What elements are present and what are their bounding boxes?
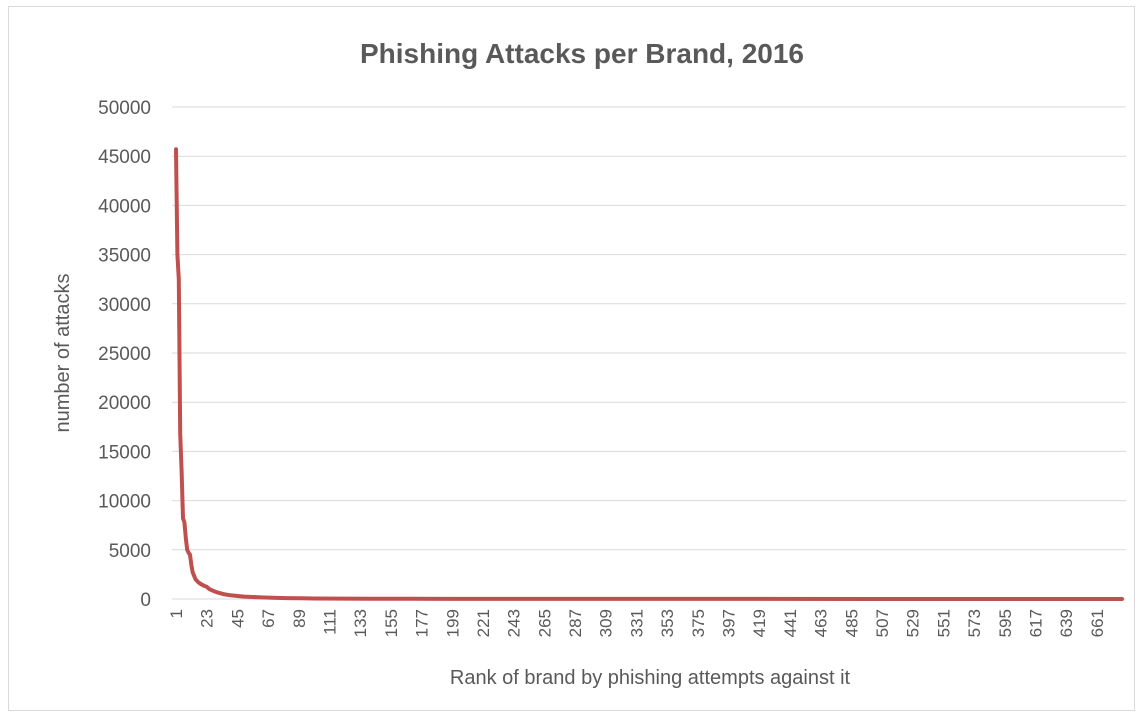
x-axis-label: Rank of brand by phishing attempts again… xyxy=(450,667,851,689)
y-tick-label: 30000 xyxy=(98,295,151,316)
x-tick-label: 265 xyxy=(535,609,554,637)
y-tick-label: 10000 xyxy=(98,492,151,513)
y-tick-label: 15000 xyxy=(98,442,151,463)
x-tick-label: 45 xyxy=(228,609,247,628)
y-tick-label: 5000 xyxy=(109,541,151,562)
x-axis-ticks: 1 23 45 67 89 111 133 155 177 199 221 243 265 287 309 3… xyxy=(167,609,1107,637)
x-tick-label: 67 xyxy=(259,609,278,628)
x-tick-label: 221 xyxy=(474,609,493,637)
x-tick-label: 353 xyxy=(658,609,677,637)
x-tick-label: 639 xyxy=(1057,609,1076,637)
y-tick-label: 20000 xyxy=(98,393,151,414)
x-tick-label: 485 xyxy=(842,609,861,637)
y-tick-label: 25000 xyxy=(98,344,151,365)
x-tick-label: 463 xyxy=(812,609,831,637)
x-tick-label: 375 xyxy=(689,609,708,637)
x-tick-label: 287 xyxy=(566,609,585,637)
y-axis-ticks: 0 5000 10000 15000 20000 25000 30000 35000 40000… xyxy=(98,98,151,611)
y-axis-label: number of attacks xyxy=(52,274,74,433)
x-tick-label: 111 xyxy=(320,609,339,635)
x-tick-label: 661 xyxy=(1088,609,1107,637)
x-tick-label: 617 xyxy=(1026,609,1045,637)
y-tick-label: 45000 xyxy=(98,147,151,168)
x-tick-label: 89 xyxy=(290,609,309,628)
x-tick-label: 243 xyxy=(505,609,524,637)
y-tick-label: 40000 xyxy=(98,196,151,217)
x-tick-label: 199 xyxy=(443,609,462,637)
x-tick-label: 155 xyxy=(382,609,401,637)
y-tick-label: 50000 xyxy=(98,98,151,119)
x-tick-label: 419 xyxy=(750,609,769,637)
x-tick-label: 397 xyxy=(720,609,739,637)
x-tick-label: 1 xyxy=(167,609,186,618)
x-tick-label: 507 xyxy=(873,609,892,637)
x-tick-label: 133 xyxy=(351,609,370,637)
x-tick-label: 595 xyxy=(996,609,1015,637)
y-tick-label: 35000 xyxy=(98,246,151,267)
x-tick-label: 309 xyxy=(597,609,616,637)
series-line xyxy=(174,147,1124,601)
chart-frame xyxy=(8,6,1135,711)
chart-title: Phishing Attacks per Brand, 2016 xyxy=(360,38,804,69)
x-tick-label: 441 xyxy=(781,609,800,637)
gridlines xyxy=(172,106,1126,551)
x-tick-label: 529 xyxy=(904,609,923,637)
x-tick-label: 23 xyxy=(198,609,217,628)
x-tick-label: 573 xyxy=(965,609,984,637)
x-tick-label: 551 xyxy=(934,609,953,637)
x-tick-label: 177 xyxy=(413,609,432,637)
y-tick-label: 0 xyxy=(140,590,151,611)
x-tick-label: 331 xyxy=(627,609,646,637)
